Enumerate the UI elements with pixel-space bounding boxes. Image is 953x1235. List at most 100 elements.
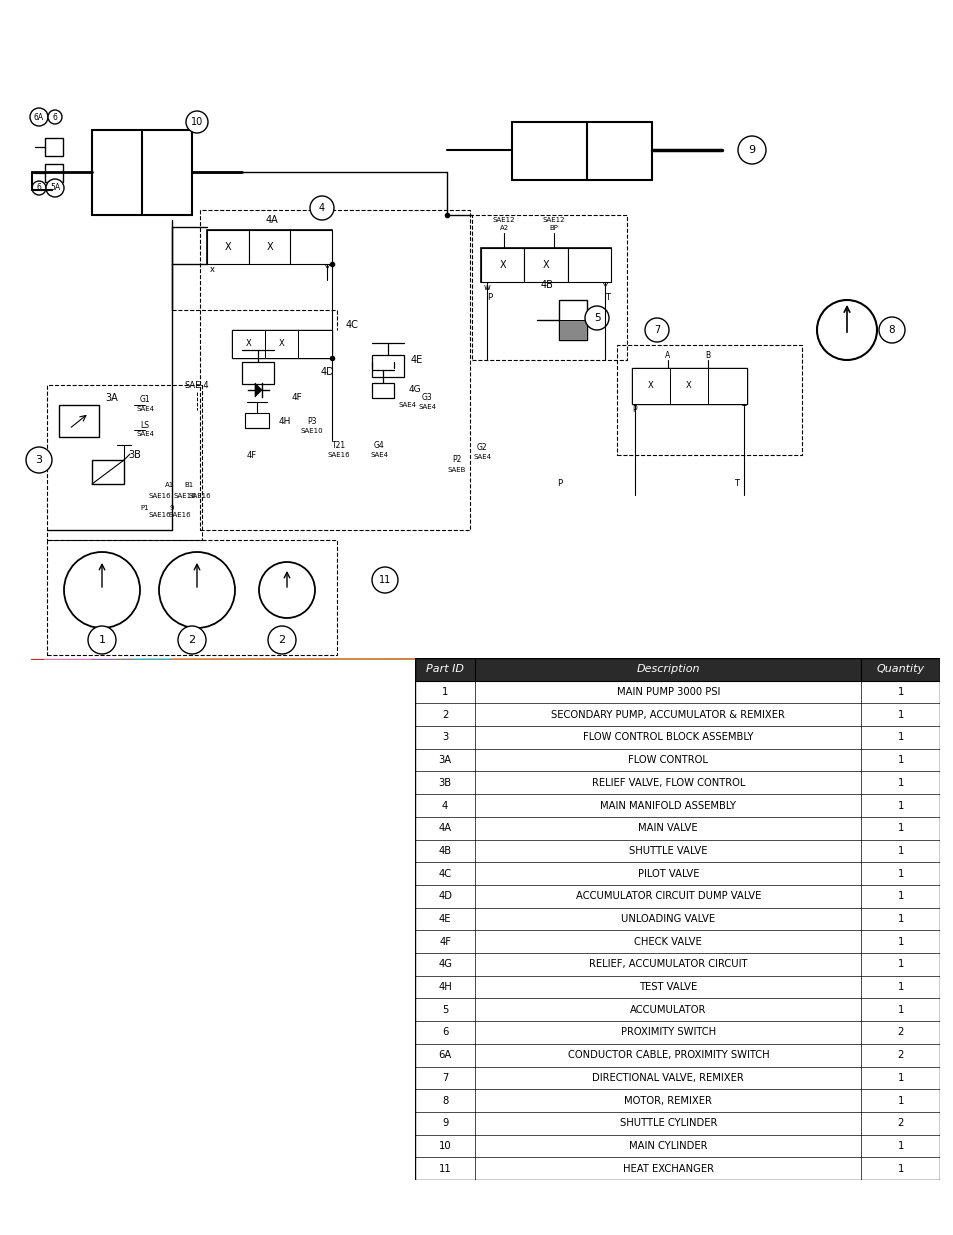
Text: 4E: 4E	[438, 914, 451, 924]
Bar	[512, 122, 651, 180]
Text: SAE4: SAE4	[397, 403, 416, 408]
Text: 4: 4	[441, 800, 448, 810]
Text: X: X	[542, 261, 549, 270]
Text: 3B: 3B	[438, 778, 452, 788]
Text: 3A: 3A	[106, 393, 118, 403]
Text: 1: 1	[897, 755, 902, 766]
Text: 1: 1	[897, 868, 902, 878]
Text: G2: G2	[476, 443, 487, 452]
Text: DIRECTIONAL VALVE, REMIXER: DIRECTIONAL VALVE, REMIXER	[592, 1073, 743, 1083]
Text: SAE16: SAE16	[169, 513, 192, 517]
Text: SAE10: SAE10	[300, 429, 323, 433]
Bar	[480, 248, 610, 282]
Text: 4A: 4A	[265, 215, 278, 225]
Text: 7: 7	[653, 325, 659, 335]
Text: P: P	[557, 478, 562, 488]
Text: SAE16: SAE16	[149, 493, 172, 499]
Text: 4E: 4E	[411, 354, 423, 366]
Text: 1: 1	[897, 892, 902, 902]
Text: HEAT EXCHANGER: HEAT EXCHANGER	[622, 1163, 713, 1173]
Bar	[207, 230, 332, 264]
Text: 1: 1	[897, 1005, 902, 1015]
Text: 4G: 4G	[437, 960, 452, 969]
Text: G4: G4	[374, 441, 384, 450]
Text: 1: 1	[897, 936, 902, 947]
Text: PILOT VALVE: PILOT VALVE	[637, 868, 699, 878]
Text: 6A: 6A	[438, 1050, 452, 1060]
Text: ACCUMULATOR: ACCUMULATOR	[630, 1005, 706, 1015]
Text: 1: 1	[897, 982, 902, 992]
Text: X: X	[685, 382, 691, 390]
Bar	[249, 230, 291, 264]
Text: 6A: 6A	[34, 112, 44, 121]
Text: 2: 2	[897, 1050, 902, 1060]
Text: PROXIMITY SWITCH: PROXIMITY SWITCH	[620, 1028, 715, 1037]
Text: SAE16: SAE16	[327, 452, 350, 458]
Text: 4H: 4H	[437, 982, 452, 992]
Text: 2: 2	[441, 710, 448, 720]
Text: SECONDARY PUMP, ACCUMULATOR & REMIXER: SECONDARY PUMP, ACCUMULATOR & REMIXER	[551, 710, 784, 720]
Circle shape	[372, 567, 397, 593]
Text: SHUTTLE VALVE: SHUTTLE VALVE	[628, 846, 707, 856]
Text: A1: A1	[165, 482, 174, 488]
Bar	[631, 368, 669, 404]
Text: T: T	[734, 478, 739, 488]
Bar	[372, 354, 403, 377]
Text: 8: 8	[441, 1095, 448, 1105]
Text: 4H: 4H	[278, 417, 291, 426]
Circle shape	[64, 552, 140, 629]
Text: 9: 9	[748, 144, 755, 156]
Text: 1: 1	[897, 732, 902, 742]
Text: BP: BP	[549, 225, 558, 231]
Text: RELIEF, ACCUMULATOR CIRCUIT: RELIEF, ACCUMULATOR CIRCUIT	[588, 960, 747, 969]
Text: 2: 2	[278, 635, 285, 645]
Circle shape	[878, 317, 904, 343]
Text: CHECK VALVE: CHECK VALVE	[634, 936, 701, 947]
Text: 10: 10	[191, 117, 203, 127]
Text: 6: 6	[52, 112, 57, 121]
Text: SAE16: SAE16	[189, 493, 212, 499]
Text: X: X	[647, 382, 653, 390]
Circle shape	[30, 107, 48, 126]
Text: 1: 1	[897, 1141, 902, 1151]
Text: 2: 2	[897, 1028, 902, 1037]
Text: 2: 2	[897, 1118, 902, 1129]
Text: 1: 1	[897, 800, 902, 810]
Text: 8: 8	[888, 325, 894, 335]
Text: 3: 3	[441, 732, 448, 742]
Text: G1: G1	[139, 395, 151, 405]
Text: 3B: 3B	[129, 450, 141, 459]
Text: SAE4: SAE4	[136, 431, 153, 437]
Circle shape	[258, 562, 314, 618]
Bar	[669, 368, 707, 404]
Text: A: A	[664, 351, 670, 359]
Bar	[91, 459, 124, 484]
Text: P: P	[632, 405, 637, 415]
Text: MAIN MANIFOLD ASSEMBLY: MAIN MANIFOLD ASSEMBLY	[599, 800, 736, 810]
Bar	[617, 345, 801, 454]
Circle shape	[26, 447, 52, 473]
Circle shape	[32, 182, 46, 195]
Text: x: x	[210, 266, 214, 274]
Text: TEST VALVE: TEST VALVE	[639, 982, 697, 992]
Text: MAIN VALVE: MAIN VALVE	[638, 824, 698, 834]
Text: w: w	[483, 284, 490, 293]
Bar	[207, 230, 249, 264]
Bar	[45, 138, 63, 156]
Text: Quantity: Quantity	[876, 664, 923, 674]
Bar	[265, 330, 297, 358]
Text: 1: 1	[441, 687, 448, 697]
Text: T21: T21	[332, 441, 346, 450]
Text: 4A: 4A	[438, 824, 452, 834]
Text: X: X	[499, 261, 506, 270]
Text: B1: B1	[184, 482, 193, 488]
Bar	[232, 330, 265, 358]
Text: 1: 1	[897, 687, 902, 697]
Bar	[232, 330, 332, 358]
Polygon shape	[254, 383, 262, 396]
Text: 1: 1	[897, 846, 902, 856]
Text: X: X	[246, 340, 252, 348]
Bar	[245, 412, 269, 429]
Text: B: B	[704, 351, 710, 359]
Bar	[480, 248, 523, 282]
